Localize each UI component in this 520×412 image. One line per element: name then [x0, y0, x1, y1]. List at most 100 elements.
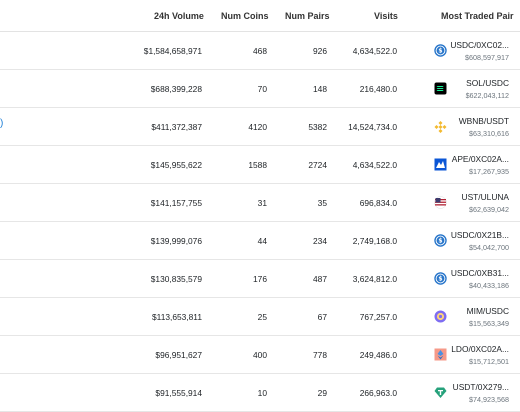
pair-volume: $622,043,112 [465, 91, 509, 100]
num-pairs-cell: 234 [313, 236, 327, 246]
sol-icon [434, 82, 447, 95]
num-coins-cell: 176 [253, 274, 267, 284]
num-pairs-cell: 487 [313, 274, 327, 284]
pair-volume: $17,267,935 [469, 167, 509, 176]
col-header-visits[interactable]: Visits [374, 11, 398, 21]
volume-cell: $411,372,387 [151, 122, 202, 132]
num-coins-cell: 4120 [248, 122, 267, 132]
num-pairs-cell: 2724 [308, 160, 327, 170]
volume-cell: $91,555,914 [155, 388, 202, 398]
pair-name[interactable]: USDC/0XB31... [450, 268, 509, 278]
num-coins-cell: 400 [253, 350, 267, 360]
pair-name[interactable]: UST/ULUNA [461, 192, 509, 202]
volume-cell: $130,835,579 [150, 274, 202, 284]
num-coins-cell: 25 [257, 312, 267, 322]
table-row[interactable]: $130,835,579 176 487 3,624,812.0 $ USDC/… [0, 260, 520, 298]
bnb-icon [434, 120, 447, 133]
num-pairs-cell: 67 [317, 312, 327, 322]
num-coins-cell: 44 [257, 236, 267, 246]
num-coins-cell: 70 [257, 84, 267, 94]
pair-name[interactable]: APE/0XC02A... [451, 154, 509, 164]
table-row[interactable]: $145,955,622 1588 2724 4,634,522.0 APE/0… [0, 146, 520, 184]
svg-text:$: $ [438, 238, 442, 245]
mim-icon [434, 310, 447, 323]
volume-cell: $1,584,658,971 [143, 46, 202, 56]
table-header: 24h Volume Num Coins Num Pairs Visits Mo… [0, 0, 520, 32]
pair-volume: $40,433,186 [469, 281, 509, 290]
visits-cell: 2,749,168.0 [352, 236, 397, 246]
ape-icon [434, 158, 447, 171]
visits-cell: 14,524,734.0 [348, 122, 397, 132]
visits-cell: 216,480.0 [359, 84, 397, 94]
table-row[interactable]: $91,555,914 10 29 266,963.0 USDT/0X279..… [0, 374, 520, 412]
pair-name[interactable]: LDO/0XC02A... [451, 344, 509, 354]
pair-name[interactable]: MIM/USDC [466, 306, 509, 316]
pair-volume: $608,597,917 [465, 53, 509, 62]
most-traded-pair[interactable]: WBNB/USDT $63,310,616 [459, 115, 509, 139]
visits-cell: 767,257.0 [359, 312, 397, 322]
visits-cell: 4,634,522.0 [352, 46, 397, 56]
most-traded-pair[interactable]: UST/ULUNA $62,639,042 [462, 191, 509, 215]
table-body: $1,584,658,971 468 926 4,634,522.0 $ USD… [0, 32, 520, 412]
most-traded-pair[interactable]: MIM/USDC $15,563,349 [467, 305, 509, 329]
most-traded-pair[interactable]: USDC/0XC02... $608,597,917 [450, 39, 509, 63]
usdc-icon: $ [434, 272, 447, 285]
pair-volume: $15,563,349 [469, 319, 509, 328]
pair-volume: $54,042,700 [469, 243, 509, 252]
num-pairs-cell: 778 [313, 350, 327, 360]
ust-flag-icon [434, 196, 447, 209]
usdt-icon [434, 386, 447, 399]
pair-name[interactable]: USDC/0XC02... [450, 40, 509, 50]
volume-cell: $688,399,228 [150, 84, 202, 94]
volume-cell: $139,999,076 [150, 236, 202, 246]
num-pairs-cell: 35 [317, 198, 327, 208]
num-pairs-cell: 29 [317, 388, 327, 398]
col-header-most-traded-pair[interactable]: Most Traded Pair [441, 11, 514, 21]
volume-cell: $113,653,811 [152, 312, 202, 322]
num-coins-cell: 10 [257, 388, 267, 398]
visits-cell: 3,624,812.0 [352, 274, 397, 284]
pair-volume: $15,712,501 [469, 357, 509, 366]
num-pairs-cell: 148 [313, 84, 327, 94]
col-header-num-coins[interactable]: Num Coins [221, 11, 269, 21]
most-traded-pair[interactable]: SOL/USDC $622,043,112 [466, 77, 509, 101]
num-pairs-cell: 926 [313, 46, 327, 56]
table-row[interactable]: $96,951,627 400 778 249,486.0 LDO/0XC02A… [0, 336, 520, 374]
table-row[interactable]: $1,584,658,971 468 926 4,634,522.0 $ USD… [0, 32, 520, 70]
most-traded-pair[interactable]: USDT/0X279... $74,923,568 [453, 381, 509, 405]
col-header-24h-volume[interactable]: 24h Volume [154, 11, 204, 21]
most-traded-pair[interactable]: APE/0XC02A... $17,267,935 [452, 153, 509, 177]
pair-volume: $63,310,616 [469, 129, 509, 138]
pair-name[interactable]: USDT/0X279... [452, 382, 509, 392]
usdc-icon: $ [434, 234, 447, 247]
pair-volume: $62,639,042 [469, 205, 509, 214]
volume-cell: $141,157,755 [150, 198, 202, 208]
ldo-icon [434, 348, 447, 361]
num-coins-cell: 468 [253, 46, 267, 56]
num-coins-cell: 31 [257, 198, 267, 208]
col-header-num-pairs[interactable]: Num Pairs [285, 11, 330, 21]
most-traded-pair[interactable]: USDC/0X21B... $54,042,700 [451, 229, 509, 253]
visits-cell: 696,834.0 [359, 198, 397, 208]
usdc-icon: $ [434, 44, 447, 57]
svg-text:$: $ [438, 276, 442, 283]
most-traded-pair[interactable]: LDO/0XC02A... $15,712,501 [451, 343, 509, 367]
pair-name[interactable]: SOL/USDC [466, 78, 509, 88]
pair-name[interactable]: USDC/0X21B... [450, 230, 509, 240]
num-pairs-cell: 5382 [308, 122, 327, 132]
table-row[interactable]: $113,653,811 25 67 767,257.0 MIM/USDC $1… [0, 298, 520, 336]
table-row[interactable]: $139,999,076 44 234 2,749,168.0 $ USDC/0… [0, 222, 520, 260]
svg-text:$: $ [438, 48, 442, 55]
num-coins-cell: 1588 [248, 160, 267, 170]
pair-name[interactable]: WBNB/USDT [458, 116, 509, 126]
table-row[interactable]: $688,399,228 70 148 216,480.0 SOL/USDC $… [0, 70, 520, 108]
volume-cell: $96,951,627 [155, 350, 202, 360]
volume-cell: $145,955,622 [150, 160, 202, 170]
table-row[interactable]: $141,157,755 31 35 696,834.0 UST/ULUNA $… [0, 184, 520, 222]
visits-cell: 266,963.0 [359, 388, 397, 398]
table-row[interactable]: ) $411,372,387 4120 5382 14,524,734.0 WB… [0, 108, 520, 146]
most-traded-pair[interactable]: USDC/0XB31... $40,433,186 [451, 267, 509, 291]
row-link-fragment[interactable]: ) [0, 118, 4, 129]
visits-cell: 4,634,522.0 [352, 160, 397, 170]
